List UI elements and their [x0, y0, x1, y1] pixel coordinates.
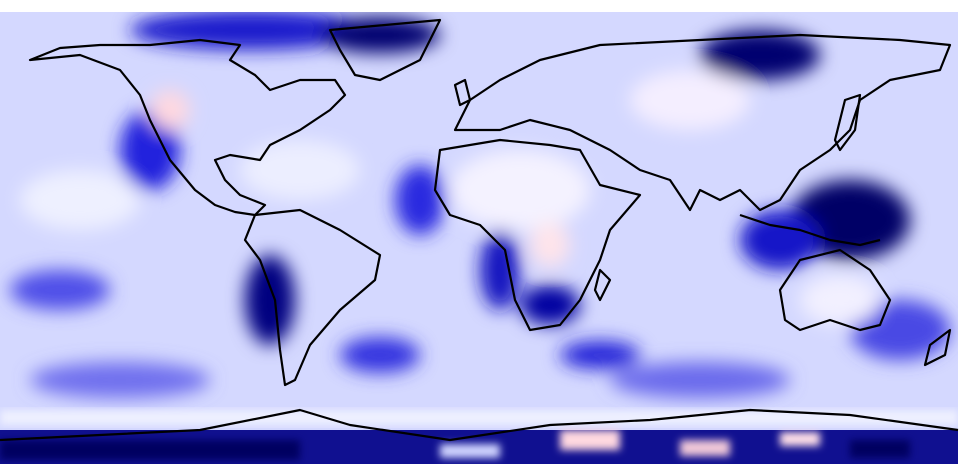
raster-field [0, 12, 958, 464]
coastlines [0, 18, 959, 442]
